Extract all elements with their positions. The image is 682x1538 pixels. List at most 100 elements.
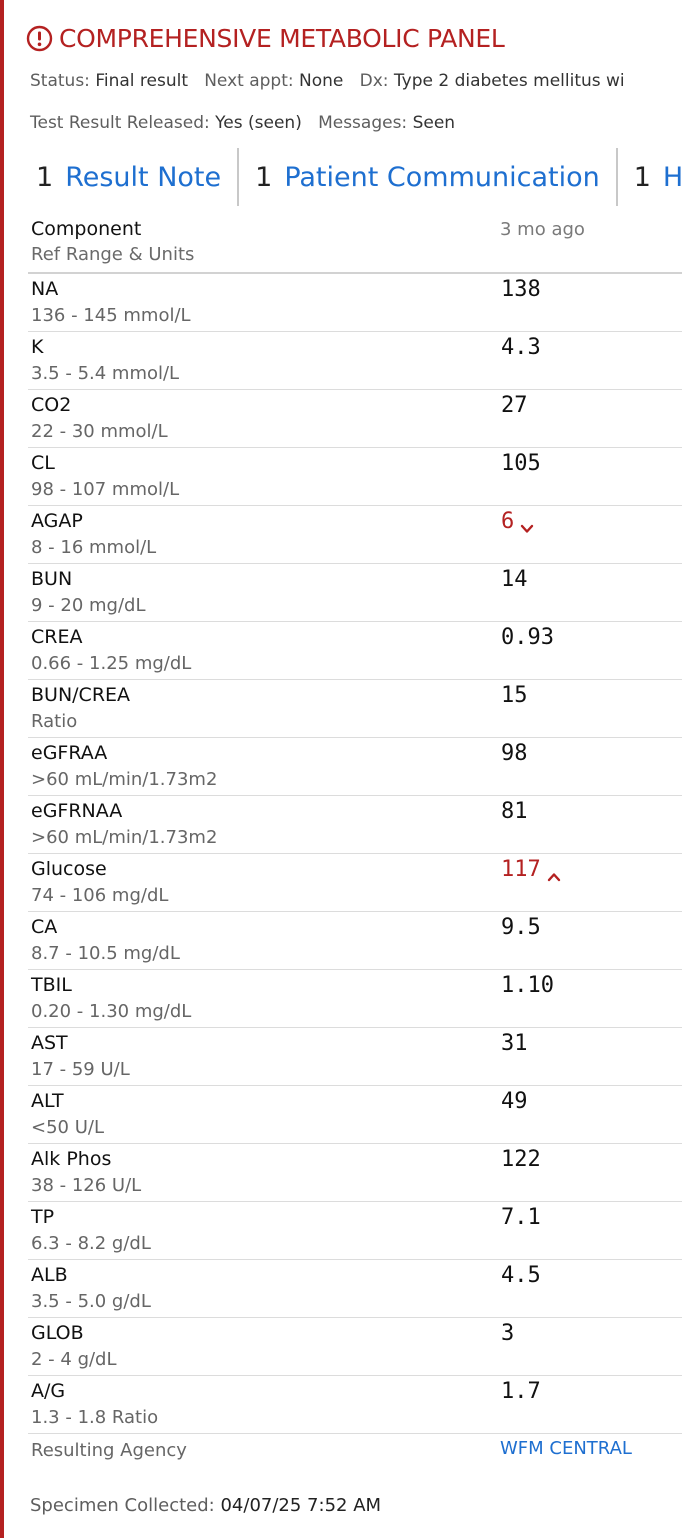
tab-bar: 1 Result Note 1 Patient Communication 1 … bbox=[28, 148, 682, 206]
result-value-cell: 1.7 bbox=[501, 1379, 541, 1404]
component-name: CREA bbox=[31, 626, 83, 648]
reference-range: 0.66 - 1.25 mg/dL bbox=[31, 653, 192, 674]
alert-circle-icon bbox=[26, 25, 53, 52]
component-name: A/G bbox=[31, 1380, 66, 1402]
table-row: AGAP 8 - 16 mmol/L 6 bbox=[28, 506, 682, 564]
component-name: Glucose bbox=[31, 858, 107, 880]
reference-range: 98 - 107 mmol/L bbox=[31, 479, 180, 500]
tab-label[interactable]: Result Note bbox=[65, 161, 222, 193]
table-body: NA 136 - 145 mmol/L 138 K 3.5 - 5.4 mmol/L 4.… bbox=[28, 274, 682, 1434]
result-value-cell: 4.5 bbox=[501, 1263, 541, 1288]
result-value-cell: 1.10 bbox=[501, 973, 554, 998]
result-value: 98 bbox=[501, 741, 528, 766]
reference-range: 8 - 16 mmol/L bbox=[31, 537, 157, 558]
table-row: eGFRNAA >60 mL/min/1.73m2 81 bbox=[28, 796, 682, 854]
component-name: Alk Phos bbox=[31, 1148, 112, 1170]
reference-range: >60 mL/min/1.73m2 bbox=[31, 827, 218, 848]
component-name: ALT bbox=[31, 1090, 64, 1112]
result-value-cell: 0.93 bbox=[501, 625, 554, 650]
high-flag-icon bbox=[547, 864, 561, 881]
result-value: 122 bbox=[501, 1147, 541, 1172]
result-value: 0.93 bbox=[501, 625, 554, 650]
tab-label[interactable]: Patient Communication bbox=[284, 161, 600, 193]
component-name: CL bbox=[31, 452, 55, 474]
reference-range: 3.5 - 5.0 g/dL bbox=[31, 1291, 151, 1312]
result-value: 105 bbox=[501, 451, 541, 476]
result-value-cell: 6 bbox=[501, 509, 534, 534]
reference-range: 17 - 59 U/L bbox=[31, 1059, 130, 1080]
result-value-cell: 7.1 bbox=[501, 1205, 541, 1230]
panel-title: COMPREHENSIVE METABOLIC PANEL bbox=[59, 23, 505, 53]
reference-range: 22 - 30 mmol/L bbox=[31, 421, 168, 442]
tab-count: 1 bbox=[633, 161, 651, 193]
reference-range: 2 - 4 g/dL bbox=[31, 1349, 117, 1370]
result-value-cell: 14 bbox=[501, 567, 528, 592]
result-value-cell: 122 bbox=[501, 1147, 541, 1172]
messages-value: Seen bbox=[412, 113, 456, 133]
table-row: GLOB 2 - 4 g/dL 3 bbox=[28, 1318, 682, 1376]
result-value-cell: 105 bbox=[501, 451, 541, 476]
status-label: Status: bbox=[30, 71, 90, 91]
tab-divider bbox=[237, 148, 240, 206]
ref-range-header: Ref Range & Units bbox=[31, 244, 195, 265]
time-column-header: 3 mo ago bbox=[500, 219, 585, 240]
tab-hm[interactable]: 1 HM bbox=[634, 162, 682, 193]
table-row: CL 98 - 107 mmol/L 105 bbox=[28, 448, 682, 506]
resulting-agency-link[interactable]: WFM CENTRAL bbox=[500, 1438, 632, 1459]
reference-range: 8.7 - 10.5 mg/dL bbox=[31, 943, 180, 964]
table-row: BUN 9 - 20 mg/dL 14 bbox=[28, 564, 682, 622]
result-value-cell: 4.3 bbox=[501, 335, 541, 360]
tab-label[interactable]: HM bbox=[662, 161, 682, 193]
table-row: NA 136 - 145 mmol/L 138 bbox=[28, 274, 682, 332]
component-name: CA bbox=[31, 916, 58, 938]
result-value-cell: 49 bbox=[501, 1089, 528, 1114]
table-row: TP 6.3 - 8.2 g/dL 7.1 bbox=[28, 1202, 682, 1260]
result-value: 14 bbox=[501, 567, 528, 592]
result-value-cell: 3 bbox=[501, 1321, 514, 1346]
result-value-cell: 81 bbox=[501, 799, 528, 824]
component-name: K bbox=[31, 336, 44, 358]
tab-divider bbox=[615, 148, 618, 206]
reference-range: 3.5 - 5.4 mmol/L bbox=[31, 363, 180, 384]
table-row: A/G 1.3 - 1.8 Ratio 1.7 bbox=[28, 1376, 682, 1434]
component-name: TBIL bbox=[31, 974, 72, 996]
table-row: eGFRAA >60 mL/min/1.73m2 98 bbox=[28, 738, 682, 796]
component-name: BUN bbox=[31, 568, 73, 590]
tab-result-note[interactable]: 1 Result Note bbox=[28, 162, 221, 193]
table-row: BUN/CREA Ratio 15 bbox=[28, 680, 682, 738]
reference-range: 38 - 126 U/L bbox=[31, 1175, 142, 1196]
result-value-cell: 27 bbox=[501, 393, 528, 418]
released-label: Test Result Released: bbox=[30, 113, 210, 133]
dx-value[interactable]: Type 2 diabetes mellitus wi bbox=[393, 71, 625, 91]
tab-count: 1 bbox=[255, 161, 273, 193]
result-value: 27 bbox=[501, 393, 528, 418]
result-value: 3 bbox=[501, 1321, 515, 1346]
reference-range: 9 - 20 mg/dL bbox=[31, 595, 146, 616]
component-name: AST bbox=[31, 1032, 68, 1054]
tab-count: 1 bbox=[36, 161, 54, 193]
table-row: K 3.5 - 5.4 mmol/L 4.3 bbox=[28, 332, 682, 390]
tab-patient-communication[interactable]: 1 Patient Communication bbox=[255, 162, 600, 193]
dx-label: Dx: bbox=[359, 71, 389, 91]
reference-range: 74 - 106 mg/dL bbox=[31, 885, 169, 906]
table-row: CREA 0.66 - 1.25 mg/dL 0.93 bbox=[28, 622, 682, 680]
result-value-cell: 9.5 bbox=[501, 915, 541, 940]
component-name: NA bbox=[31, 278, 59, 300]
component-name: ALB bbox=[31, 1264, 68, 1286]
reference-range: 1.3 - 1.8 Ratio bbox=[31, 1407, 159, 1428]
specimen-label: Specimen Collected: bbox=[30, 1495, 215, 1516]
table-row: AST 17 - 59 U/L 31 bbox=[28, 1028, 682, 1086]
next-appt-value: None bbox=[299, 71, 344, 91]
result-value-cell: 31 bbox=[501, 1031, 528, 1056]
result-value: 15 bbox=[501, 683, 528, 708]
result-value: 81 bbox=[501, 799, 528, 824]
result-value-cell: 138 bbox=[501, 277, 541, 302]
table-row: Glucose 74 - 106 mg/dL 117 bbox=[28, 854, 682, 912]
status-value: Final result bbox=[95, 71, 188, 91]
table-row: CO2 22 - 30 mmol/L 27 bbox=[28, 390, 682, 448]
panel-title-row: COMPREHENSIVE METABOLIC PANEL bbox=[26, 20, 505, 56]
component-name: TP bbox=[31, 1206, 55, 1228]
result-value: 1.10 bbox=[501, 973, 554, 998]
result-value: 49 bbox=[501, 1089, 528, 1114]
messages-label: Messages: bbox=[318, 113, 408, 133]
